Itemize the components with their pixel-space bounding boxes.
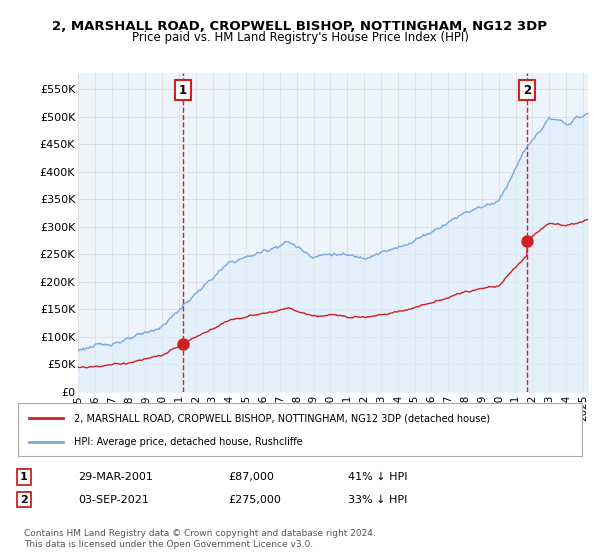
Text: Contains HM Land Registry data © Crown copyright and database right 2024.
This d: Contains HM Land Registry data © Crown c… bbox=[24, 529, 376, 549]
Text: 2, MARSHALL ROAD, CROPWELL BISHOP, NOTTINGHAM, NG12 3DP: 2, MARSHALL ROAD, CROPWELL BISHOP, NOTTI… bbox=[53, 20, 548, 32]
Text: HPI: Average price, detached house, Rushcliffe: HPI: Average price, detached house, Rush… bbox=[74, 436, 303, 446]
Text: 1: 1 bbox=[20, 472, 28, 482]
Text: Price paid vs. HM Land Registry's House Price Index (HPI): Price paid vs. HM Land Registry's House … bbox=[131, 31, 469, 44]
Text: £87,000: £87,000 bbox=[228, 472, 274, 482]
Text: 29-MAR-2001: 29-MAR-2001 bbox=[78, 472, 153, 482]
Text: £275,000: £275,000 bbox=[228, 494, 281, 505]
Text: 41% ↓ HPI: 41% ↓ HPI bbox=[348, 472, 407, 482]
Text: 2: 2 bbox=[20, 494, 28, 505]
Text: 2, MARSHALL ROAD, CROPWELL BISHOP, NOTTINGHAM, NG12 3DP (detached house): 2, MARSHALL ROAD, CROPWELL BISHOP, NOTTI… bbox=[74, 413, 491, 423]
Text: 2: 2 bbox=[523, 84, 531, 97]
Text: 03-SEP-2021: 03-SEP-2021 bbox=[78, 494, 149, 505]
Text: 33% ↓ HPI: 33% ↓ HPI bbox=[348, 494, 407, 505]
Text: 1: 1 bbox=[179, 84, 187, 97]
